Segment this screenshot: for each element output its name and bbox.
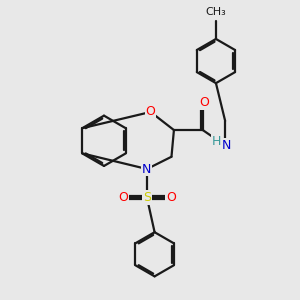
Text: H: H xyxy=(211,135,220,148)
Text: N: N xyxy=(142,163,152,176)
Text: CH₃: CH₃ xyxy=(206,7,226,16)
Text: O: O xyxy=(118,191,128,204)
Text: O: O xyxy=(166,191,176,204)
Text: O: O xyxy=(146,106,156,118)
Text: S: S xyxy=(143,191,151,204)
Text: N: N xyxy=(222,139,231,152)
Text: O: O xyxy=(200,96,209,109)
